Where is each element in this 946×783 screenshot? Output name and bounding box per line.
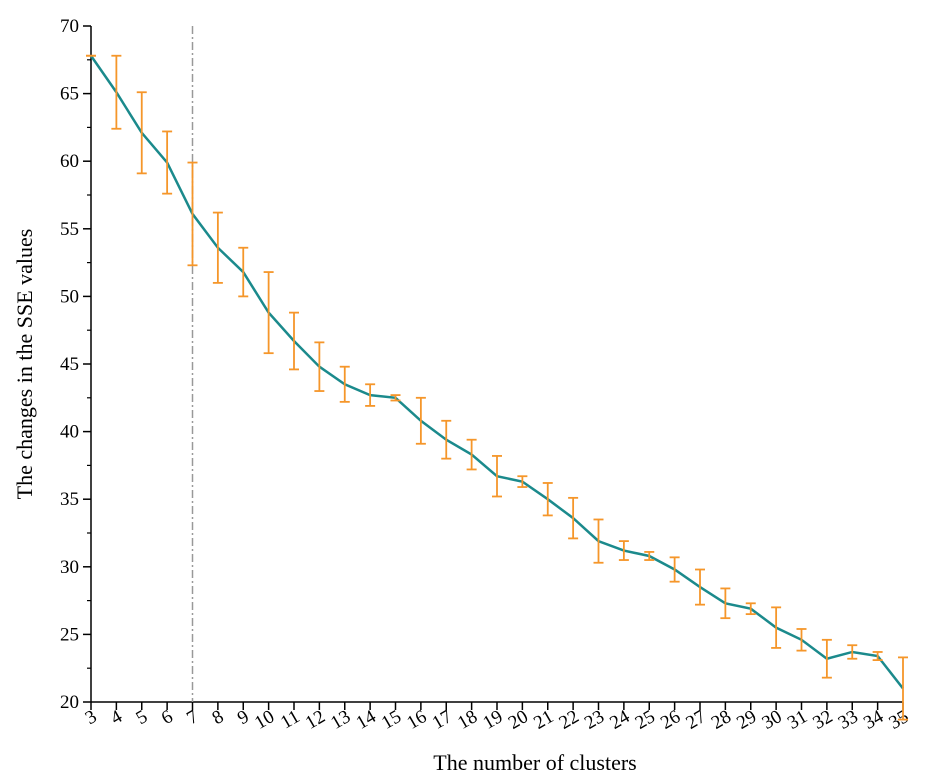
x-tick-label: 10 xyxy=(251,706,278,734)
x-tick-label: 31 xyxy=(784,706,811,734)
x-tick-label: 30 xyxy=(759,706,786,734)
x-tick-label: 28 xyxy=(708,706,735,734)
x-tick-label: 16 xyxy=(403,706,430,734)
x-tick-label: 12 xyxy=(302,706,329,734)
x-tick-label: 22 xyxy=(556,706,583,734)
error-bar xyxy=(771,606,782,649)
y-tick-label: 40 xyxy=(60,422,79,443)
x-tick-label: 21 xyxy=(530,706,557,734)
x-tick-label: 27 xyxy=(683,706,710,734)
x-tick-label: 5 xyxy=(133,706,152,729)
error-bar xyxy=(162,130,173,195)
x-tick-label: 17 xyxy=(429,706,456,734)
y-tick-label: 25 xyxy=(60,624,79,645)
error-bar xyxy=(441,419,452,460)
x-axis-title: The number of clusters xyxy=(433,750,636,775)
error-bar xyxy=(238,246,249,298)
error-bar xyxy=(365,383,376,407)
x-tick-label: 18 xyxy=(454,706,481,734)
error-bar xyxy=(466,438,477,471)
error-bar xyxy=(669,556,680,583)
error-bar xyxy=(339,365,350,403)
data-line xyxy=(89,55,904,690)
error-bar xyxy=(720,587,731,620)
error-bar xyxy=(212,211,223,284)
error-bar xyxy=(568,496,579,540)
x-tick-label: 33 xyxy=(835,706,862,734)
x-tick-label: 19 xyxy=(480,706,507,734)
y-tick-label: 60 xyxy=(60,151,79,172)
error-bar xyxy=(136,91,147,175)
x-tick-label: 15 xyxy=(378,706,405,734)
error-bar xyxy=(898,656,908,721)
x-tick-label: 4 xyxy=(107,706,126,729)
error-bar xyxy=(263,271,274,355)
x-tick-label: 25 xyxy=(632,706,659,734)
x-tick-label: 23 xyxy=(581,706,608,734)
x-tick-label: 8 xyxy=(209,706,228,729)
error-bar xyxy=(872,651,883,661)
error-bar xyxy=(187,161,198,267)
error-bar xyxy=(745,602,756,616)
error-bar xyxy=(289,311,299,371)
error-bar xyxy=(644,551,655,561)
x-tick-label: 6 xyxy=(158,706,177,729)
y-tick-label: 30 xyxy=(60,557,79,578)
x-tick-label: 26 xyxy=(657,706,684,734)
error-bar xyxy=(593,518,604,564)
x-tick-label: 34 xyxy=(860,706,887,734)
error-bar xyxy=(517,475,528,488)
y-tick-label: 65 xyxy=(60,84,79,105)
x-tick-label: 11 xyxy=(277,706,303,733)
error-bar xyxy=(821,638,832,679)
error-bar xyxy=(111,54,122,130)
y-tick-label: 20 xyxy=(60,692,79,713)
x-tick-label: 20 xyxy=(505,706,532,734)
y-tick-label: 55 xyxy=(60,219,79,240)
error-bar xyxy=(618,540,629,561)
x-tick-label: 14 xyxy=(353,706,380,734)
x-tick-label: 3 xyxy=(82,706,101,729)
y-axis-title: The changes in the SSE values xyxy=(12,229,37,500)
error-bar xyxy=(695,568,705,606)
x-tick-label: 13 xyxy=(327,706,354,734)
error-bar xyxy=(796,628,807,652)
y-tick-label: 45 xyxy=(60,354,79,375)
error-bar xyxy=(415,396,426,445)
error-bar xyxy=(314,341,325,392)
error-bar xyxy=(847,644,858,660)
x-tick-label: 24 xyxy=(606,706,633,734)
x-tick-label: 32 xyxy=(809,706,836,734)
y-tick-label: 35 xyxy=(60,489,79,510)
x-tick-label: 7 xyxy=(183,706,202,729)
y-tick-label: 70 xyxy=(60,16,79,37)
x-tick-label: 9 xyxy=(234,706,253,729)
error-bar xyxy=(542,482,553,517)
y-tick-label: 50 xyxy=(60,286,79,307)
error-bar xyxy=(390,394,401,402)
error-bar xyxy=(492,455,502,498)
x-tick-label: 29 xyxy=(733,706,760,734)
